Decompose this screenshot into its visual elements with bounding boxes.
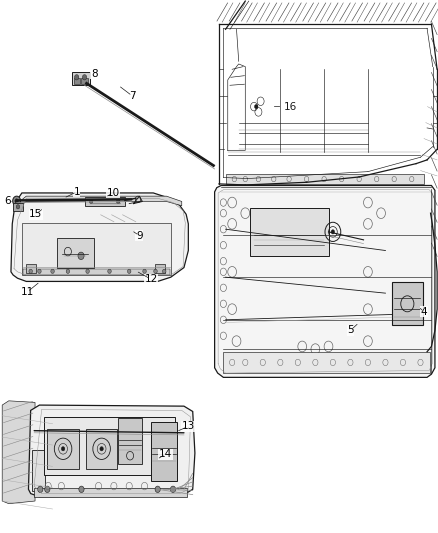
- Text: 7: 7: [129, 91, 136, 101]
- Bar: [226, 174, 424, 184]
- Text: 8: 8: [91, 69, 98, 78]
- Text: 11: 11: [21, 287, 34, 297]
- Bar: [34, 488, 187, 497]
- Bar: [23, 269, 170, 275]
- Bar: [74, 78, 80, 84]
- Circle shape: [13, 196, 21, 206]
- Circle shape: [108, 269, 111, 273]
- Bar: [22, 223, 171, 275]
- Bar: [13, 203, 23, 211]
- Text: 5: 5: [347, 326, 354, 335]
- Bar: [85, 197, 125, 206]
- Polygon shape: [2, 401, 35, 504]
- Bar: [250, 208, 328, 256]
- Text: 9: 9: [136, 231, 143, 240]
- Circle shape: [78, 252, 84, 260]
- Circle shape: [86, 269, 89, 273]
- Circle shape: [170, 486, 176, 492]
- Bar: [81, 78, 88, 84]
- Circle shape: [254, 104, 258, 109]
- Circle shape: [38, 269, 41, 273]
- Text: 15: 15: [29, 209, 42, 219]
- Circle shape: [89, 199, 93, 204]
- Bar: [223, 352, 430, 373]
- Bar: [151, 422, 177, 481]
- Polygon shape: [11, 193, 188, 281]
- Circle shape: [38, 486, 43, 492]
- Text: 13: 13: [182, 422, 195, 431]
- Bar: [72, 72, 90, 85]
- Circle shape: [155, 486, 160, 492]
- Circle shape: [15, 199, 18, 203]
- Text: 16: 16: [284, 102, 297, 111]
- Circle shape: [61, 447, 65, 451]
- Circle shape: [79, 486, 84, 492]
- Circle shape: [29, 269, 32, 273]
- Text: 12: 12: [145, 274, 158, 284]
- Circle shape: [45, 486, 50, 492]
- Bar: [118, 418, 142, 464]
- Circle shape: [82, 75, 87, 80]
- Bar: [47, 429, 79, 469]
- Text: 6: 6: [4, 197, 11, 206]
- Text: 1: 1: [73, 187, 80, 197]
- Bar: [86, 429, 117, 469]
- Circle shape: [66, 269, 70, 273]
- Circle shape: [162, 269, 166, 273]
- Polygon shape: [215, 185, 435, 377]
- Circle shape: [154, 269, 157, 273]
- Circle shape: [117, 199, 120, 204]
- Circle shape: [100, 447, 103, 451]
- Bar: [44, 417, 175, 475]
- Circle shape: [127, 269, 131, 273]
- Text: 14: 14: [159, 449, 172, 459]
- Bar: [155, 264, 165, 273]
- Text: 4: 4: [420, 307, 427, 317]
- Circle shape: [74, 75, 79, 80]
- Circle shape: [16, 205, 20, 209]
- Text: 10: 10: [106, 188, 120, 198]
- Bar: [26, 264, 36, 273]
- Circle shape: [51, 269, 54, 273]
- Bar: [32, 450, 45, 491]
- Bar: [392, 282, 423, 325]
- Bar: [57, 238, 94, 268]
- Circle shape: [143, 269, 146, 273]
- Polygon shape: [20, 196, 182, 206]
- Polygon shape: [28, 405, 195, 497]
- Circle shape: [331, 230, 335, 234]
